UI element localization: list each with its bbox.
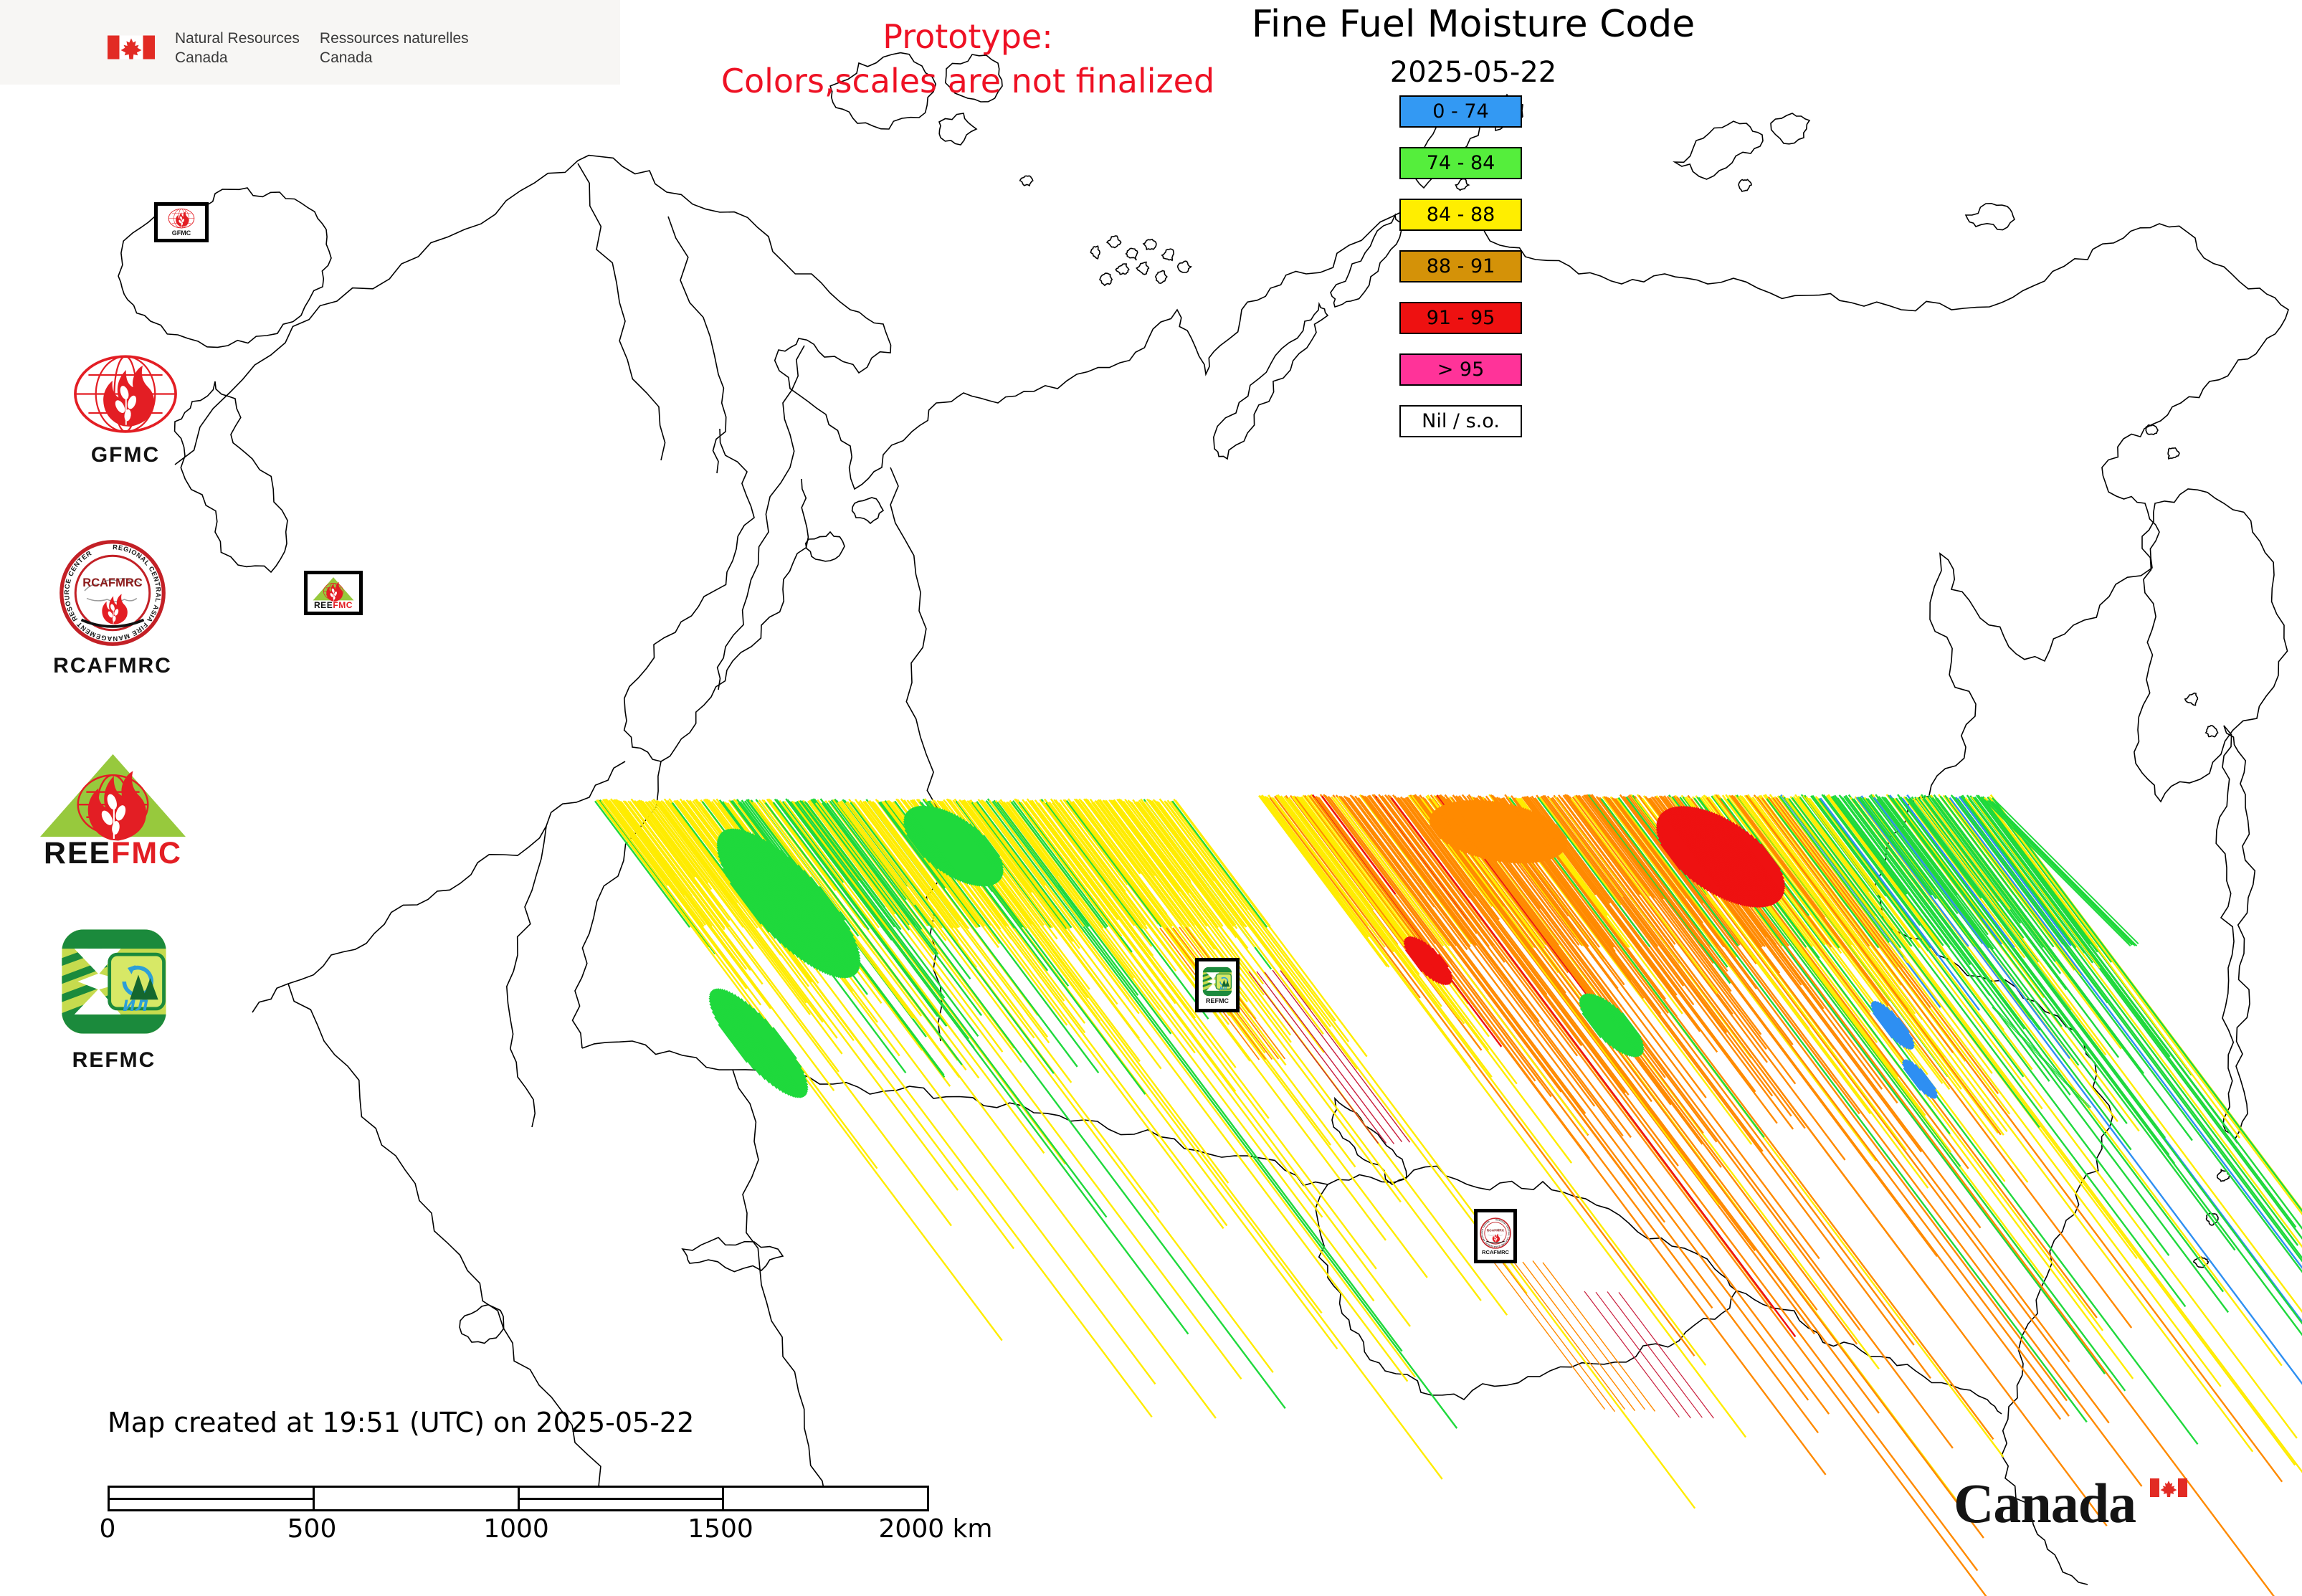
legend-item-0-74: 0 - 74	[1399, 95, 1522, 128]
refmc-marker-label: REFMC	[1206, 997, 1229, 1004]
legend-item-gt-95: > 95	[1399, 353, 1522, 386]
legend-item-74-84: 74 - 84	[1399, 147, 1522, 179]
legend-item-88-91: 88 - 91	[1399, 250, 1522, 282]
scale-bar	[108, 1486, 929, 1511]
gfmc-marker-icon	[159, 208, 204, 229]
nrcan-french-text: Ressources naturelles Canada	[319, 30, 469, 66]
title-block: Fine Fuel Moisture Code 2025-05-22	[1240, 3, 1706, 89]
map-date: 2025-05-22	[1389, 56, 1557, 89]
scale-segment	[110, 1488, 315, 1509]
gfmc-label: GFMC	[90, 443, 161, 467]
refmc-marker-icon	[1200, 966, 1235, 997]
prototype-warning: Prototype: Colors,scales are not finaliz…	[720, 17, 1215, 101]
refmc-label: REFMC	[72, 1048, 156, 1072]
legend-item-nil: Nil / s.o.	[1399, 405, 1522, 437]
gfmc-logo-icon	[72, 353, 179, 437]
scale-segment	[724, 1488, 927, 1509]
coastlines	[118, 52, 2289, 1585]
map-marker-rcafmrc: RCAFMRC	[1474, 1209, 1517, 1263]
rcafmrc-marker-icon	[1479, 1217, 1512, 1249]
scale-tick-500: 500	[287, 1514, 337, 1544]
rcafmrc-label: RCAFMRC	[53, 654, 172, 678]
scale-segment	[315, 1488, 520, 1509]
canada-flag-icon	[108, 29, 155, 66]
ffmc-data-stripes	[594, 794, 2302, 1596]
rcafmrc-logo-icon	[59, 539, 166, 647]
page-title: Fine Fuel Moisture Code	[1251, 3, 1695, 46]
map-marker-refmc: REFMC	[1195, 958, 1240, 1012]
nrcan-english-text: Natural Resources Canada	[175, 30, 300, 66]
legend-item-84-88: 84 - 88	[1399, 199, 1522, 231]
map-marker-reefmc	[304, 571, 363, 615]
scale-segment	[519, 1488, 725, 1509]
map-created-text: Map created at 19:51 (UTC) on 2025-05-22	[108, 1407, 695, 1438]
scale-tick-1500: 1500	[688, 1514, 753, 1544]
ffmc-legend: 0 - 74 74 - 84 84 - 88 88 - 91 91 - 95 >…	[1399, 95, 1522, 457]
rcafmrc-marker-label: RCAFMRC	[1482, 1248, 1509, 1255]
canada-wordmark-flag-icon	[2150, 1478, 2187, 1497]
nrcan-header-panel	[0, 0, 620, 85]
map-marker-gfmc: GFMC	[154, 202, 209, 242]
refmc-logo-icon	[57, 925, 171, 1038]
scale-tick-2000: 2000 km	[878, 1514, 993, 1544]
gfmc-marker-label: GFMC	[171, 229, 191, 237]
legend-item-91-95: 91 - 95	[1399, 302, 1522, 334]
scale-tick-1000: 1000	[483, 1514, 549, 1544]
nrcan-logo: Natural Resources Canada Ressources natu…	[108, 29, 469, 67]
reefmc-marker-icon	[309, 576, 358, 609]
scale-tick-0: 0	[99, 1514, 116, 1544]
reefmc-logo-icon	[36, 751, 190, 869]
canada-wordmark: Canada	[1954, 1472, 2136, 1534]
